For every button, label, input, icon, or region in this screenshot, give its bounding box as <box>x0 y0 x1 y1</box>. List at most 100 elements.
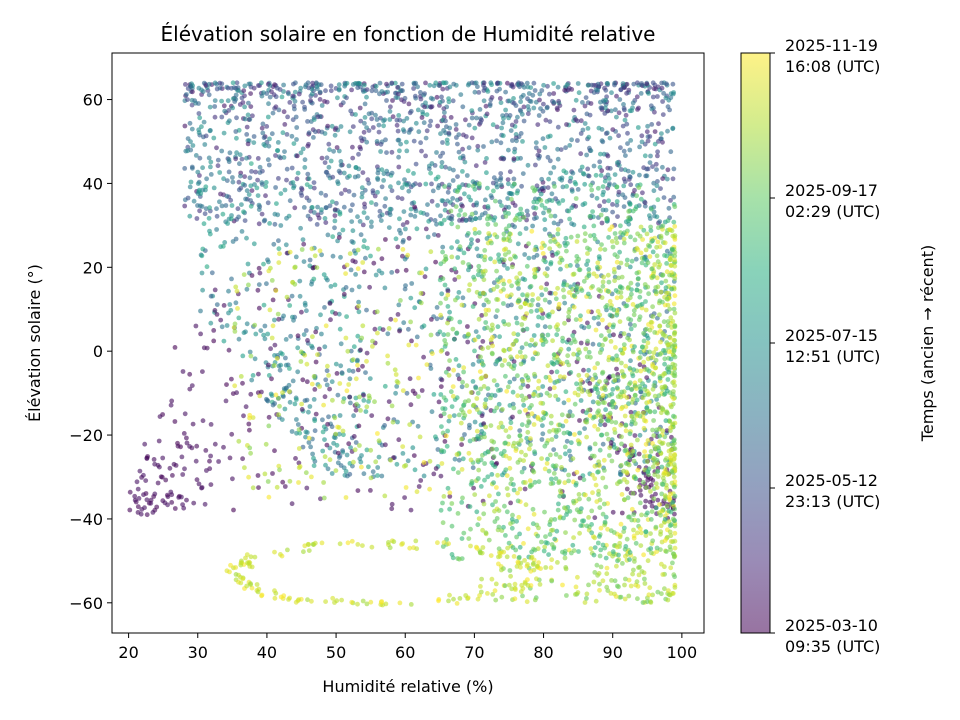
data-point <box>551 447 557 452</box>
chart-title: Élévation solaire en fonction de Humidit… <box>161 22 656 46</box>
data-point <box>370 469 376 475</box>
data-point <box>589 508 595 514</box>
data-point <box>586 496 592 502</box>
data-point <box>428 332 434 338</box>
data-point <box>229 431 235 437</box>
data-point <box>600 317 605 323</box>
data-point <box>621 525 627 531</box>
data-point <box>576 441 582 447</box>
data-point <box>271 241 277 247</box>
data-point <box>645 438 651 443</box>
data-point <box>317 89 323 95</box>
data-point <box>319 103 325 108</box>
data-point <box>319 540 325 546</box>
data-point <box>585 389 591 394</box>
data-point <box>387 206 393 212</box>
data-point <box>521 104 527 110</box>
data-point <box>647 244 652 249</box>
data-point <box>438 312 443 318</box>
data-point <box>168 402 174 408</box>
data-point <box>151 457 157 462</box>
data-point <box>528 436 533 441</box>
data-point <box>626 209 632 214</box>
data-point <box>600 393 606 398</box>
data-point <box>340 428 346 434</box>
data-point <box>554 332 560 338</box>
data-point <box>664 428 670 433</box>
data-point <box>248 450 254 456</box>
data-point <box>459 442 464 447</box>
data-point <box>668 509 674 515</box>
data-point <box>546 312 552 317</box>
data-point <box>363 409 369 414</box>
data-point <box>642 418 647 423</box>
data-point <box>359 335 365 341</box>
data-point <box>544 390 550 396</box>
data-point <box>652 444 657 449</box>
data-point <box>472 186 478 192</box>
data-point <box>352 174 358 180</box>
data-point <box>445 292 451 298</box>
data-point <box>492 259 498 265</box>
data-point <box>447 84 453 90</box>
data-point <box>539 456 544 461</box>
data-point <box>651 383 657 388</box>
data-point <box>632 392 638 398</box>
data-point <box>482 404 488 409</box>
data-point <box>180 369 186 374</box>
data-point <box>388 457 393 463</box>
data-point <box>445 485 451 491</box>
data-point <box>333 125 339 131</box>
data-point <box>381 178 386 183</box>
data-point <box>440 430 446 436</box>
data-point <box>620 192 626 198</box>
data-point <box>528 85 534 90</box>
data-point <box>489 472 495 477</box>
data-point <box>556 201 562 206</box>
data-point <box>256 265 262 271</box>
data-point <box>383 601 389 607</box>
data-point <box>650 314 656 319</box>
data-point <box>353 395 359 401</box>
data-point <box>616 552 621 558</box>
data-point <box>346 163 352 169</box>
data-point <box>207 458 212 464</box>
data-point <box>221 444 226 450</box>
data-point <box>412 467 418 473</box>
data-point <box>387 212 393 218</box>
data-point <box>653 161 659 167</box>
data-point <box>406 130 412 135</box>
data-point <box>393 390 398 396</box>
data-point <box>450 98 456 104</box>
data-point <box>456 212 462 218</box>
data-point <box>157 464 162 470</box>
data-point <box>644 367 650 372</box>
data-point <box>419 148 424 154</box>
data-point <box>527 342 533 348</box>
data-point <box>458 420 464 426</box>
data-point <box>627 431 633 437</box>
data-point <box>475 476 481 481</box>
data-point <box>623 363 629 369</box>
data-point <box>642 282 648 287</box>
data-point <box>251 140 257 146</box>
data-point <box>327 301 333 306</box>
data-point <box>662 516 668 522</box>
data-point <box>236 336 242 342</box>
data-point <box>397 117 403 123</box>
data-point <box>638 224 644 230</box>
data-point <box>460 169 465 174</box>
data-point <box>497 96 503 101</box>
data-point <box>182 203 188 209</box>
data-point <box>616 189 622 195</box>
data-point <box>445 189 451 195</box>
data-point <box>629 291 634 297</box>
data-point <box>440 198 446 204</box>
data-point <box>182 123 188 129</box>
data-point <box>301 259 307 264</box>
data-point <box>468 543 473 549</box>
data-point <box>548 413 554 419</box>
data-point <box>635 467 641 473</box>
data-point <box>469 108 475 113</box>
data-point <box>223 398 229 404</box>
